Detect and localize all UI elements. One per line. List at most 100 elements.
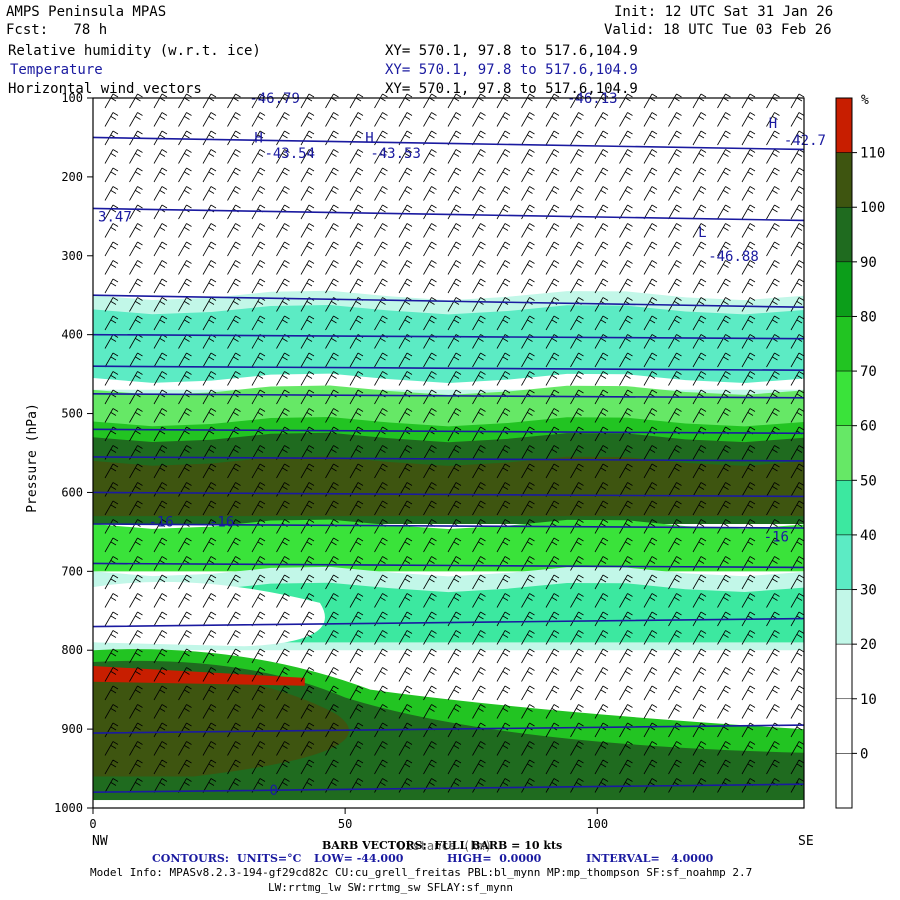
wind-barb [276, 741, 290, 756]
wind-barb [619, 482, 633, 497]
wind-barb [398, 704, 413, 719]
wind-barb [741, 482, 756, 497]
wind-barb [790, 630, 805, 645]
wind-barb [766, 408, 780, 423]
wind-barb [153, 241, 168, 257]
wind-barb [129, 741, 143, 756]
wind-barb [766, 297, 780, 312]
colorbar-segment [835, 206, 853, 263]
wind-barb [325, 352, 339, 368]
wind-barb [300, 371, 315, 386]
wind-barb [496, 241, 511, 257]
wind-barb [202, 593, 217, 608]
wind-barb [227, 408, 241, 423]
colorbar-segment [835, 534, 853, 590]
wind-barb [790, 315, 805, 331]
wind-barb [496, 149, 511, 164]
wind-barb [153, 408, 168, 423]
wind-barb [717, 537, 731, 553]
y-tick-label: 600 [61, 485, 83, 499]
wind-barb [202, 685, 217, 701]
wind-barb [202, 167, 217, 183]
wind-barb [202, 112, 217, 127]
wind-barb [594, 685, 609, 701]
wind-barb [741, 371, 756, 386]
colorbar-segment [835, 643, 853, 700]
wind-barb [692, 593, 707, 608]
temperature-contour [92, 783, 805, 794]
wind-barb [227, 371, 241, 386]
wind-barb [570, 241, 584, 257]
wind-barb [766, 482, 780, 497]
wind-barb [129, 667, 143, 682]
wind-barb [545, 630, 560, 645]
wind-barb [178, 741, 192, 756]
wind-barb [692, 556, 707, 571]
surface-strip [93, 800, 804, 808]
wind-barb [790, 223, 805, 238]
wind-barb [153, 574, 168, 590]
wind-barb [643, 315, 658, 331]
wind-barb [349, 278, 364, 294]
wind-barb [104, 759, 119, 775]
wind-barb [741, 648, 756, 664]
temperature-label: -46.79 [249, 91, 300, 107]
wind-barbs [104, 93, 805, 793]
wind-barb [570, 371, 584, 386]
wind-barb [472, 112, 486, 127]
colorbar-segment [835, 753, 853, 809]
wind-barb [790, 741, 805, 756]
wind-barb [325, 759, 339, 775]
wind-barb [643, 611, 658, 627]
wind-barb [790, 519, 805, 534]
wind-barb [423, 149, 437, 164]
wind-barb [325, 445, 339, 460]
wind-barb [619, 352, 633, 368]
wind-barb [374, 593, 388, 608]
wind-barb [423, 500, 437, 516]
wind-barb [104, 315, 119, 331]
wind-barb [227, 500, 241, 516]
wind-barb [423, 593, 437, 608]
wind-barb [227, 352, 241, 368]
barb-note: BARB VECTORS: FULL BARB = 10 kts [322, 839, 563, 852]
wind-barb [251, 556, 266, 571]
wind-barb [496, 759, 511, 775]
wind-barb [300, 500, 315, 516]
wind-barb [447, 648, 462, 664]
wind-barb [153, 759, 168, 775]
wind-barb [668, 685, 682, 701]
wind-barb [349, 778, 364, 793]
wind-barb [447, 704, 462, 719]
wind-barb [790, 130, 805, 146]
wind-barb [619, 537, 633, 553]
wind-barb [227, 722, 241, 738]
wind-barb [668, 500, 682, 516]
wind-barb [202, 408, 217, 423]
wind-barb [717, 112, 731, 127]
wind-barb [227, 667, 241, 682]
wind-barb [643, 223, 658, 238]
wind-barb [692, 204, 707, 220]
wind-barb [668, 241, 682, 257]
wind-barb [325, 186, 339, 201]
wind-barb [790, 278, 805, 294]
wind-barb [374, 759, 388, 775]
wind-barb [251, 241, 266, 257]
wind-barb [668, 611, 682, 627]
wind-barb [594, 167, 609, 183]
wind-barb [692, 186, 707, 201]
wind-barb [668, 704, 682, 719]
wind-barb [104, 537, 119, 553]
wind-barb [545, 241, 560, 257]
wind-barb [717, 519, 731, 534]
wind-barb [300, 112, 315, 127]
wind-barb [668, 167, 682, 183]
wind-barb [717, 445, 731, 460]
wind-barb [496, 315, 511, 331]
wind-barb [643, 167, 658, 183]
wind-barb [349, 167, 364, 183]
wind-barb [766, 648, 780, 664]
wind-barb [692, 463, 707, 479]
wind-barb [790, 371, 805, 386]
